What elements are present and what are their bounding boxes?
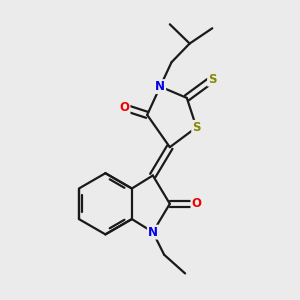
Text: O: O — [119, 101, 130, 114]
Text: O: O — [191, 197, 201, 210]
Text: S: S — [208, 73, 217, 86]
Text: N: N — [155, 80, 165, 93]
Text: S: S — [192, 121, 201, 134]
Text: N: N — [148, 226, 158, 238]
